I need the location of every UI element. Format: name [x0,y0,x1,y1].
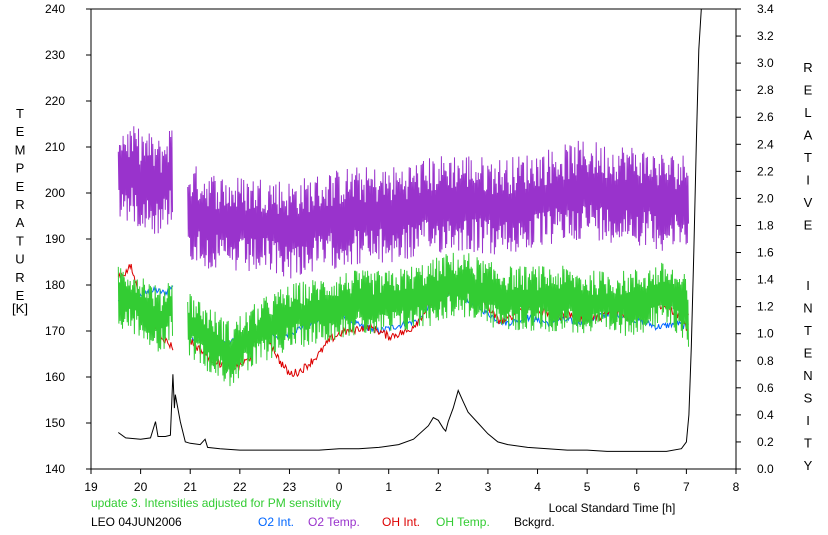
axis-ticks [86,8,741,474]
left-axis-letter: E [16,288,25,303]
right-tick-label: 2.0 [757,191,774,205]
series-line [187,140,689,279]
note-text: update 3. Intensities adjusted for PM se… [91,496,341,510]
right-axis-letter: A [804,128,813,143]
left-axis-letter: R [15,270,24,285]
left-tick-label: 180 [45,278,65,292]
left-tick-label: 200 [45,186,65,200]
x-tick-label: 8 [733,480,740,494]
left-tick-label: 150 [45,416,65,430]
right-tick-label: 0.8 [757,354,774,368]
right-tick-label: 3.2 [757,29,774,43]
left-tick-labels: 140 150 160 170 180 190 200 210 220 230 240 [45,2,65,476]
x-tick-label: 21 [184,480,198,494]
x-tick-label: 1 [385,480,392,494]
right-tick-label: 2.4 [757,137,774,151]
right-axis-letter: T [804,150,812,165]
left-tick-label: 190 [45,232,65,246]
right-axis-letter: R [803,60,812,75]
left-axis-letter: E [16,124,25,139]
station-date: LEO 04JUN2006 [91,515,182,529]
legend-entry: O2 Int. [258,515,294,529]
series-layer [117,8,702,452]
x-tick-label: 7 [683,480,690,494]
right-axis-letter: E [804,83,813,98]
right-axis-letter: S [804,391,813,406]
right-tick-label: 2.2 [757,164,774,178]
series-line [117,266,173,352]
right-tick-label: 1.2 [757,300,774,314]
left-axis-unit: [K] [12,301,28,316]
right-axis-letter: L [804,105,811,120]
left-axis-letter: R [15,197,24,212]
right-axis-letter: V [804,195,813,210]
right-axis-letter: I [806,413,810,428]
left-axis-letter: P [16,161,25,176]
x-tick-label: 0 [336,480,343,494]
right-axis-letter: N [803,368,812,383]
series-bckgrd [118,8,702,452]
left-axis-letter: M [15,142,26,157]
right-tick-label: 0.0 [757,462,774,476]
legend: O2 Int. O2 Temp. OH Int. OH Temp. Bckgrd. [258,515,555,529]
x-tick-label: 3 [485,480,492,494]
x-tick-label: 6 [633,480,640,494]
legend-entry: Bckgrd. [514,515,555,529]
series-line [118,8,702,452]
right-tick-label: 2.8 [757,83,774,97]
left-axis-letter: T [16,106,24,121]
series-o2-temp [117,126,689,279]
x-tick-label: 23 [283,480,297,494]
right-axis-letter: T [804,436,812,451]
series-line [187,252,689,387]
right-axis-letter: Y [804,458,813,473]
right-tick-label: 0.4 [757,408,774,422]
x-tick-label: 2 [435,480,442,494]
left-axis-letter: E [16,179,25,194]
series-line [117,126,173,234]
left-tick-label: 170 [45,324,65,338]
series-oh-temp [117,252,689,387]
x-tick-label: 20 [134,480,148,494]
legend-entry: OH Int. [382,515,420,529]
right-axis-letter: E [804,218,813,233]
legend-entry: OH Temp. [436,515,490,529]
x-tick-label: 22 [233,480,247,494]
left-tick-label: 160 [45,370,65,384]
x-tick-label: 5 [584,480,591,494]
right-tick-label: 1.8 [757,218,774,232]
legend-entry: O2 Temp. [308,515,360,529]
right-tick-label: 3.4 [757,2,774,16]
x-tick-label: 4 [534,480,541,494]
x-axis-label: Local Standard Time [h] [549,501,676,515]
right-axis-letter: N [803,301,812,316]
x-tick-labels: 19 20 21 22 23 0 1 2 3 4 5 6 7 8 [84,480,739,494]
right-axis-letter: I [806,173,810,188]
right-tick-label: 1.6 [757,246,774,260]
x-tick-label: 19 [84,480,98,494]
right-tick-label: 0.2 [757,435,774,449]
right-tick-label: 2.6 [757,110,774,124]
right-tick-labels: 0.0 0.2 0.4 0.6 0.8 1.0 1.2 1.4 1.6 1.8 2.0 2.2 2.4 2… [757,2,774,476]
left-axis-letter: T [16,233,24,248]
right-axis-letter: I [806,278,810,293]
right-tick-label: 1.4 [757,273,774,287]
right-tick-label: 1.0 [757,327,774,341]
left-tick-label: 240 [45,2,65,16]
left-tick-label: 220 [45,94,65,108]
left-axis-letter: A [16,215,25,230]
right-axis-letter: T [804,323,812,338]
right-tick-label: 3.0 [757,56,774,70]
left-tick-label: 140 [45,462,65,476]
left-axis-letter: U [15,252,24,267]
left-tick-label: 210 [45,140,65,154]
left-tick-label: 230 [45,48,65,62]
right-axis-letter: E [804,346,813,361]
right-tick-label: 0.6 [757,381,774,395]
